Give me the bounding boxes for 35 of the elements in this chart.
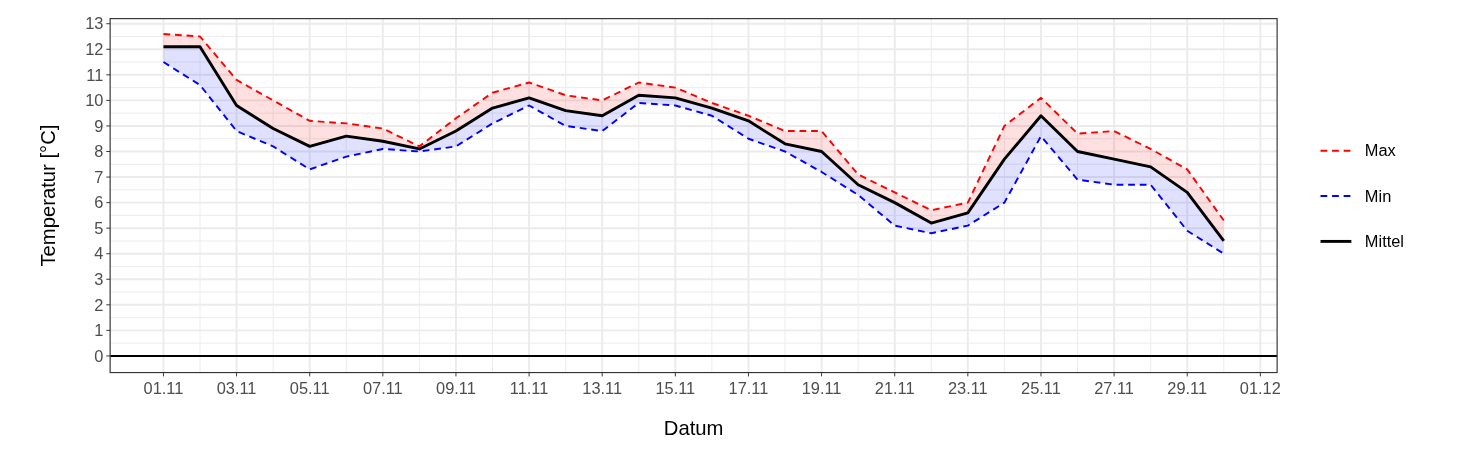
y-tick-label: 5 (94, 218, 104, 237)
legend-label: Max (1364, 141, 1397, 160)
x-tick-label: 15.11 (655, 378, 696, 397)
legend-label: Min (1364, 186, 1392, 205)
y-axis-title: Temperatur [°C] (37, 124, 60, 267)
x-tick-label: 03.11 (216, 378, 257, 397)
y-tick-label: 11 (86, 65, 104, 84)
legend-label: Mittel (1364, 232, 1404, 251)
y-tick-label: 0 (94, 346, 104, 365)
y-tick-label: 13 (85, 14, 104, 33)
x-tick-label: 21.11 (874, 378, 915, 397)
x-tick-label: 19.11 (801, 378, 842, 397)
x-tick-label: 23.11 (947, 378, 988, 397)
x-tick-label: 05.11 (289, 378, 330, 397)
y-tick-label: 4 (94, 244, 104, 263)
x-tick-label: 27.11 (1094, 378, 1134, 397)
y-tick-label: 9 (94, 116, 104, 135)
x-tick-label: 29.11 (1167, 378, 1208, 397)
x-tick-label: 07.11 (362, 378, 403, 397)
x-axis-title: Datum (663, 417, 724, 440)
y-tick-label: 1 (94, 321, 104, 340)
x-tick-label: 11.11 (509, 378, 549, 397)
x-tick-label: 01.11 (143, 378, 184, 397)
y-tick-label: 6 (94, 193, 104, 212)
y-tick-label: 7 (94, 167, 104, 186)
y-tick-label: 10 (85, 91, 104, 110)
y-tick-label: 3 (94, 270, 104, 289)
x-tick-label: 09.11 (436, 378, 476, 397)
x-tick-label: 17.11 (728, 378, 769, 397)
y-tick-label: 8 (94, 142, 104, 161)
x-tick-label: 01.12 (1239, 378, 1281, 397)
x-tick-label: 25.11 (1021, 378, 1061, 397)
y-tick-label: 12 (85, 40, 104, 59)
y-tick-label: 2 (94, 295, 104, 314)
x-tick-label: 13.11 (582, 378, 623, 397)
